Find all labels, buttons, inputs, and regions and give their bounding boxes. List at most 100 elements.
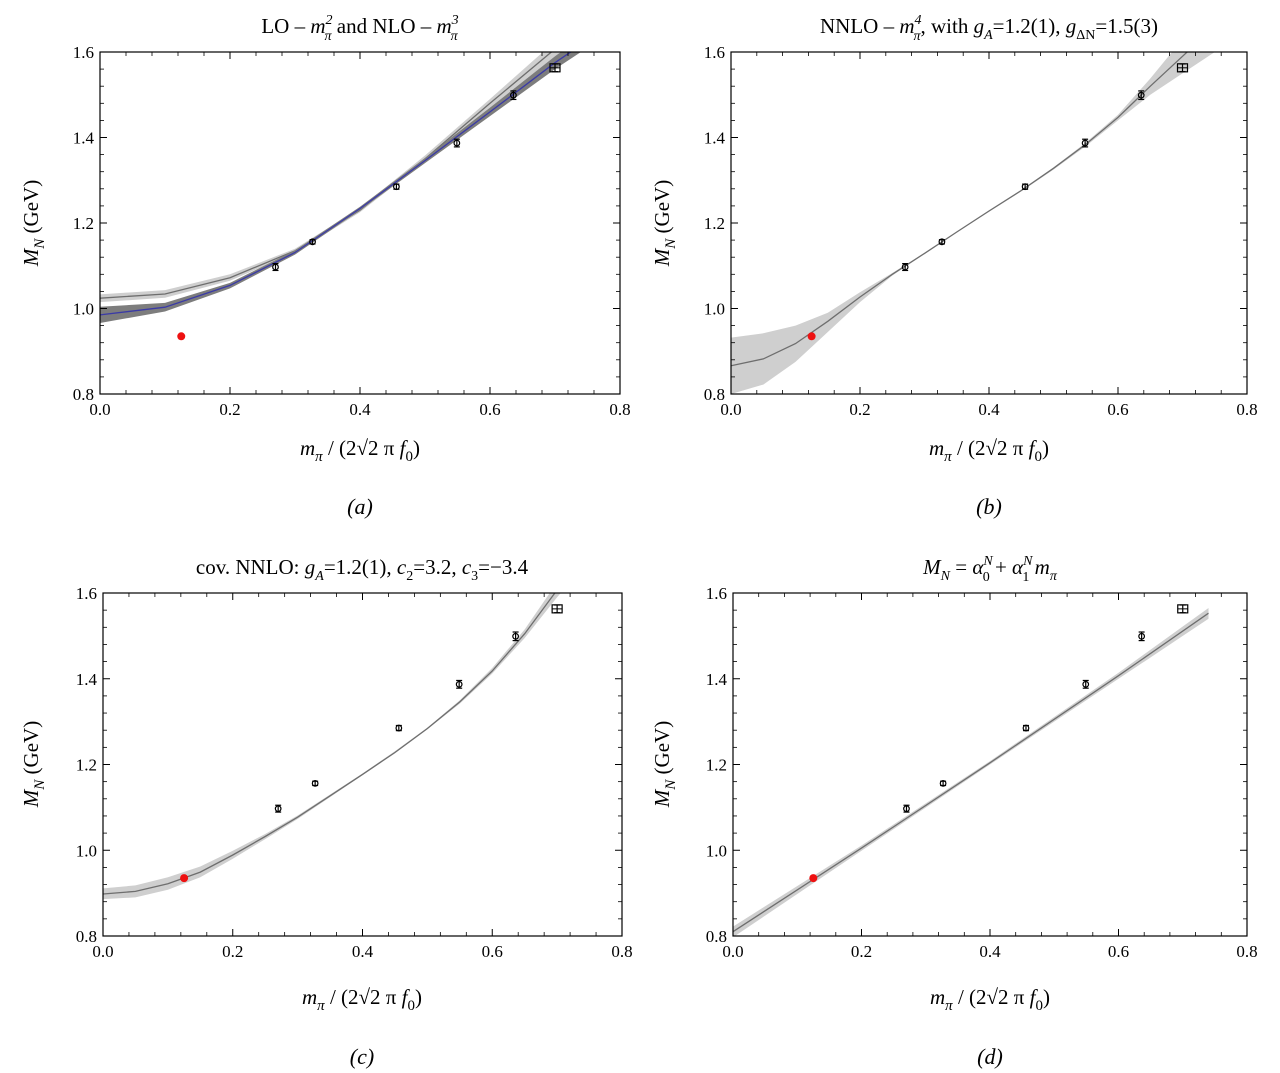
fit-curve-c-0: [103, 593, 556, 895]
data-point-c-1: [311, 779, 319, 787]
ticks-b: 0.0 0.2 0.4 0.6 0.8 0.8 1.0 1.2 1.4 1.6: [704, 43, 1258, 419]
chart-panel-d: 0.0 0.2 0.4 0.6 0.8 0.8 1.0 1.2 1.4 1.6 MN = αN 0 …: [650, 554, 1258, 1069]
error-band-a-1: [100, 52, 581, 323]
y-tick-label-b-1: 1.0: [704, 300, 725, 319]
physical-point-d: [809, 874, 818, 883]
data-point-d-0: [903, 804, 910, 813]
chart-title-b: NNLO – m4 π, with gA=1.2(1), gΔN=1.5(3): [820, 13, 1158, 44]
y-tick-label-d-1: 1.0: [706, 841, 727, 860]
data-point-c-5: [551, 604, 563, 614]
x-tick-label-d-1: 0.2: [851, 942, 872, 961]
x-axis-label-b: mπ / (2√2 π f0): [929, 436, 1049, 465]
chart-title-d: MN = αN 0 + αN 1 mπ: [922, 554, 1058, 585]
data-point-c-0: [274, 804, 282, 813]
y-tick-label-b-0: 0.8: [704, 385, 725, 404]
x-tick-label-b-3: 0.6: [1107, 400, 1128, 419]
x-axis-label-a: mπ / (2√2 π f0): [300, 436, 420, 465]
x-tick-label-c-1: 0.2: [222, 942, 243, 961]
chart-panel-a: 0.0 0.2 0.4 0.6 0.8 0.8 1.0 1.2 1.4 1.6 LO – m2 π …: [19, 13, 631, 519]
fit-curve-a-1: [100, 52, 572, 316]
data-point-d-4: [1138, 631, 1146, 642]
x-tick-label-a-4: 0.8: [609, 400, 630, 419]
y-axis-label-a: MN (GeV): [19, 180, 48, 267]
ticks-c: 0.0 0.2 0.4 0.6 0.8 0.8 1.0 1.2 1.4 1.6: [76, 584, 633, 961]
error-band-b-0: [731, 52, 1215, 394]
y-tick-label-b-2: 1.2: [704, 214, 725, 233]
x-tick-label-d-2: 0.4: [979, 942, 1001, 961]
panel-caption-a: (a): [347, 494, 373, 519]
physical-point-a: [177, 332, 186, 341]
x-tick-label-c-2: 0.4: [352, 942, 374, 961]
data-point-d-2: [1022, 724, 1030, 732]
y-tick-label-c-0: 0.8: [76, 927, 97, 946]
x-tick-label-b-0: 0.0: [720, 400, 741, 419]
data-point-b-1: [938, 238, 946, 246]
panel-caption-c: (c): [350, 1044, 374, 1069]
y-tick-label-d-3: 1.4: [706, 670, 728, 689]
y-tick-label-c-3: 1.4: [76, 670, 98, 689]
y-tick-label-c-1: 1.0: [76, 841, 97, 860]
y-tick-label-c-2: 1.2: [76, 756, 97, 775]
error-band-a-0: [100, 52, 562, 303]
data-point-c-2: [395, 724, 403, 732]
x-tick-label-a-3: 0.6: [479, 400, 500, 419]
y-tick-label-d-4: 1.6: [706, 584, 727, 603]
y-axis-label-c: MN (GeV): [19, 721, 48, 808]
physical-point-b: [807, 332, 816, 341]
data-point-a-2: [393, 183, 400, 191]
plot-frame-a: [99, 51, 621, 395]
data-point-a-1: [309, 238, 316, 246]
x-tick-label-d-3: 0.6: [1108, 942, 1129, 961]
physical-point-c: [180, 874, 189, 883]
ticks-d: 0.0 0.2 0.4 0.6 0.8 0.8 1.0 1.2 1.4 1.6: [706, 584, 1258, 961]
data-point-b-4: [1137, 90, 1145, 101]
x-tick-label-b-2: 0.4: [978, 400, 1000, 419]
data-point-b-2: [1021, 183, 1029, 191]
error-band-d-0: [733, 608, 1209, 936]
data-point-c-3: [455, 679, 463, 689]
y-tick-label-d-0: 0.8: [706, 927, 727, 946]
plot-area-b: [731, 52, 1215, 394]
x-tick-label-c-3: 0.6: [482, 942, 503, 961]
fit-curve-d-0: [733, 612, 1209, 933]
y-tick-label-a-0: 0.8: [73, 385, 94, 404]
x-axis-label-c: mπ / (2√2 π f0): [302, 985, 422, 1014]
y-tick-label-a-4: 1.6: [73, 43, 94, 62]
data-point-d-1: [939, 779, 947, 787]
y-tick-label-a-3: 1.4: [73, 129, 95, 148]
data-point-a-4: [510, 90, 517, 101]
y-axis-label-b: MN (GeV): [650, 180, 679, 267]
data-point-d-3: [1082, 679, 1090, 689]
data-point-a-5: [549, 63, 561, 73]
plot-area-c: [103, 593, 563, 900]
panel-caption-b: (b): [976, 494, 1002, 519]
chart-title-c: cov. NNLO: gA=1.2(1), c2=3.2, c3=−3.4: [196, 555, 529, 584]
data-point-b-0: [901, 263, 909, 272]
x-tick-label-a-1: 0.2: [219, 400, 240, 419]
error-band-c-0: [103, 593, 561, 900]
chart-panel-c: 0.0 0.2 0.4 0.6 0.8 0.8 1.0 1.2 1.4 1.6 cov. NNLO…: [19, 555, 633, 1069]
panel-caption-d: (d): [977, 1044, 1003, 1069]
y-tick-label-a-2: 1.2: [73, 214, 94, 233]
chart-title-a: LO – m2 π and NLO – m3 π: [261, 13, 458, 44]
data-point-a-0: [272, 263, 279, 272]
fit-curve-b-0: [731, 52, 1189, 367]
ticks-a: 0.0 0.2 0.4 0.6 0.8 0.8 1.0 1.2 1.4 1.6: [73, 43, 631, 419]
y-tick-label-d-2: 1.2: [706, 756, 727, 775]
x-tick-label-b-4: 0.8: [1236, 400, 1257, 419]
x-tick-label-a-0: 0.0: [89, 400, 110, 419]
y-tick-label-a-1: 1.0: [73, 300, 94, 319]
y-tick-label-c-4: 1.6: [76, 584, 97, 603]
data-point-b-5: [1176, 63, 1189, 73]
x-tick-label-d-4: 0.8: [1236, 942, 1257, 961]
x-tick-label-c-0: 0.0: [92, 942, 113, 961]
data-point-a-3: [453, 138, 461, 148]
plot-area-d: [733, 604, 1209, 936]
fit-curve-a-0: [100, 52, 553, 299]
x-axis-label-d: mπ / (2√2 π f0): [930, 985, 1050, 1014]
plot-area-a: [100, 52, 581, 341]
data-point-b-3: [1081, 138, 1089, 148]
y-tick-label-b-4: 1.6: [704, 43, 725, 62]
data-point-d-5: [1177, 604, 1189, 614]
